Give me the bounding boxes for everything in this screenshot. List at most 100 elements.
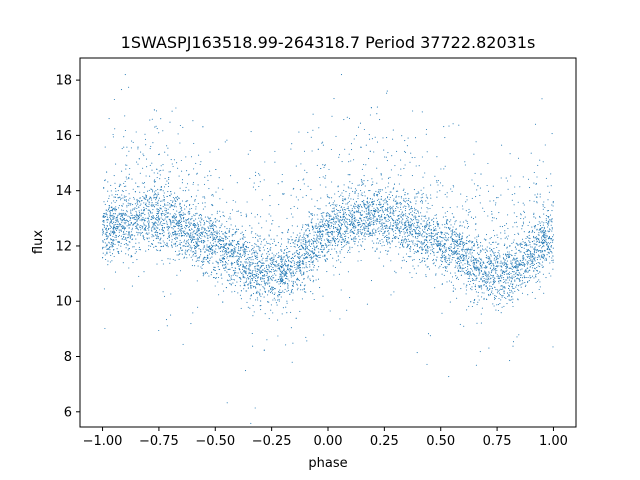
data-point xyxy=(489,250,491,252)
data-point xyxy=(470,216,473,218)
data-point xyxy=(430,194,432,196)
data-point xyxy=(262,262,264,264)
data-point xyxy=(128,241,130,243)
data-point xyxy=(296,262,298,264)
data-point xyxy=(263,273,265,276)
data-point xyxy=(134,235,136,237)
data-point xyxy=(125,200,128,202)
data-point xyxy=(359,212,361,214)
data-point xyxy=(470,259,472,261)
data-point xyxy=(461,237,463,239)
data-point xyxy=(109,221,111,223)
data-point xyxy=(241,268,244,270)
data-point xyxy=(510,283,512,285)
data-point xyxy=(397,238,400,240)
data-point xyxy=(542,235,544,237)
data-point xyxy=(343,221,345,223)
data-point xyxy=(256,280,258,282)
data-point xyxy=(391,212,394,214)
data-point xyxy=(290,213,293,215)
data-point xyxy=(543,233,545,235)
data-point xyxy=(112,207,115,210)
data-point xyxy=(263,179,265,181)
data-point xyxy=(523,275,525,277)
data-point xyxy=(263,275,265,277)
data-point xyxy=(305,234,307,236)
data-point xyxy=(500,266,502,268)
data-point xyxy=(362,195,364,197)
data-point xyxy=(168,231,170,233)
data-point xyxy=(186,232,188,235)
data-point xyxy=(186,249,188,251)
data-point xyxy=(541,255,543,257)
data-point xyxy=(148,229,150,231)
data-point xyxy=(465,210,467,212)
data-point xyxy=(151,230,153,232)
data-point xyxy=(382,233,384,235)
data-point xyxy=(159,242,161,244)
data-point xyxy=(120,218,122,220)
chart-title: 1SWASPJ163518.99-264318.7 Period 37722.8… xyxy=(121,33,536,52)
data-point xyxy=(106,225,108,227)
data-point xyxy=(530,246,532,248)
data-point xyxy=(243,248,245,251)
data-point xyxy=(462,267,464,269)
data-point xyxy=(414,197,416,199)
data-point xyxy=(329,310,331,312)
data-point xyxy=(118,204,120,207)
data-point xyxy=(485,234,488,236)
data-point xyxy=(258,222,260,224)
data-point xyxy=(166,224,168,226)
data-point xyxy=(522,202,524,204)
data-point xyxy=(512,292,514,294)
data-point xyxy=(112,244,114,246)
data-point xyxy=(145,175,147,177)
data-point xyxy=(151,233,153,236)
data-point xyxy=(471,179,473,181)
data-point xyxy=(214,251,216,253)
data-point xyxy=(143,236,145,238)
data-point xyxy=(460,237,462,239)
data-point xyxy=(324,226,326,228)
data-point xyxy=(347,237,349,239)
data-point xyxy=(157,242,159,244)
data-point xyxy=(391,237,394,239)
data-point xyxy=(113,224,115,226)
data-point xyxy=(528,280,530,282)
data-point xyxy=(533,253,535,255)
data-point xyxy=(123,195,125,197)
data-point xyxy=(226,220,228,223)
data-point xyxy=(145,233,147,235)
data-point xyxy=(259,271,261,273)
data-point xyxy=(169,206,171,208)
data-point xyxy=(174,200,176,202)
data-point xyxy=(320,197,322,199)
data-point xyxy=(136,202,138,204)
data-point xyxy=(445,215,447,218)
data-point xyxy=(410,245,412,247)
data-point xyxy=(513,258,515,260)
data-point xyxy=(148,189,150,191)
data-point xyxy=(531,226,533,228)
data-point xyxy=(543,239,545,241)
data-point xyxy=(407,199,410,201)
data-point xyxy=(470,288,472,290)
data-point xyxy=(275,261,278,263)
data-point xyxy=(126,244,128,246)
data-point xyxy=(130,212,132,214)
data-point xyxy=(329,213,331,215)
data-point xyxy=(450,261,452,263)
data-point xyxy=(439,242,441,244)
data-point xyxy=(197,189,199,191)
data-point xyxy=(323,230,325,232)
data-point xyxy=(485,280,487,282)
data-point xyxy=(359,223,361,225)
data-point xyxy=(188,239,190,241)
data-point xyxy=(489,267,491,270)
data-point xyxy=(215,277,217,279)
data-point xyxy=(297,245,299,247)
data-point xyxy=(448,247,451,249)
data-point xyxy=(456,261,458,264)
data-point xyxy=(109,218,112,220)
data-point xyxy=(416,244,419,246)
